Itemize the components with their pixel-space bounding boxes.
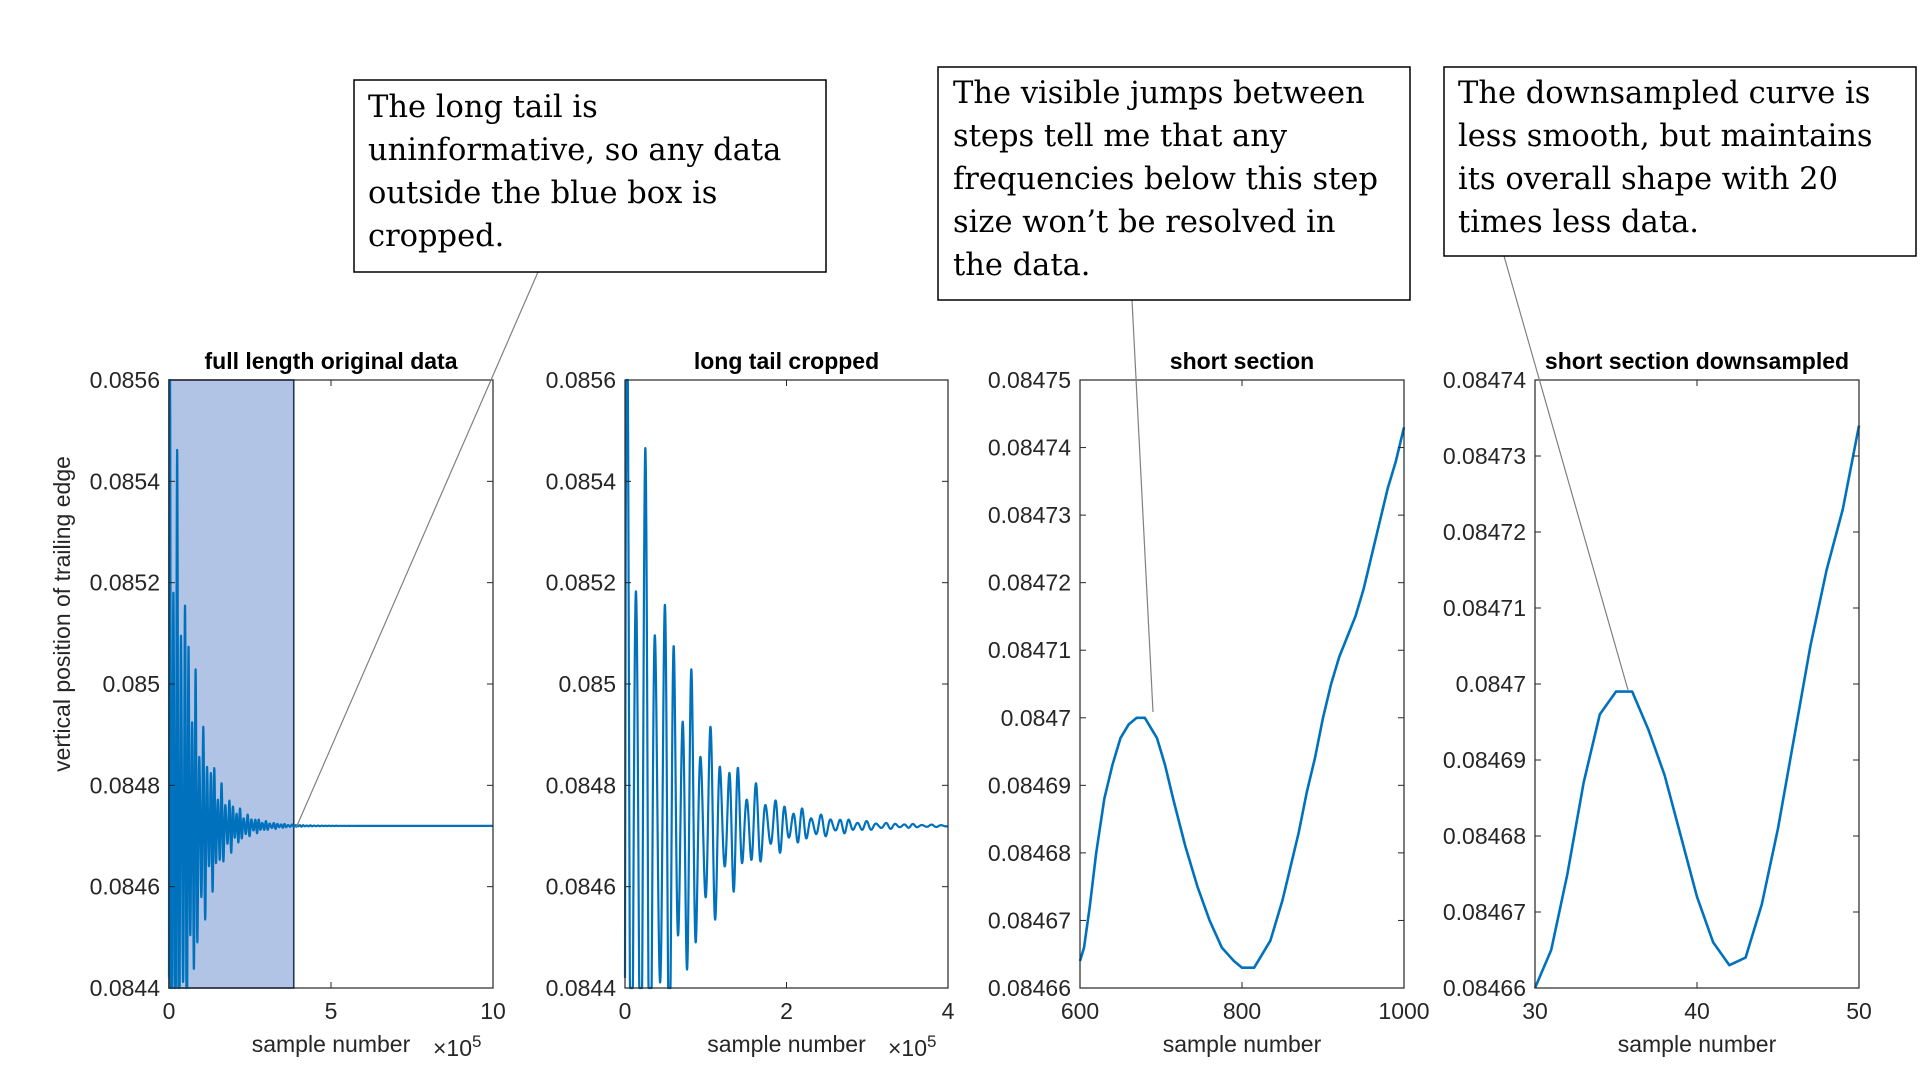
y-tick-label: 0.08474: [988, 435, 1071, 461]
x-tick-label: 800: [1223, 998, 1261, 1024]
y-tick-label: 0.08467: [1443, 899, 1526, 925]
plot-area: [1080, 380, 1404, 988]
y-tick-label: 0.085: [558, 671, 616, 697]
y-tick-label: 0.0846: [546, 874, 616, 900]
y-tick-label: 0.0854: [90, 468, 161, 494]
y-tick-label: 0.08469: [988, 772, 1071, 798]
x-tick-label: 1000: [1378, 998, 1429, 1024]
x-tick-label: 0: [163, 998, 176, 1024]
callout-line: [1131, 299, 1154, 713]
annotation-line: outside the blue box is: [368, 176, 717, 211]
annotation-box: [353, 79, 827, 273]
chart-title: short section: [1170, 348, 1314, 374]
plot-area: [1535, 380, 1859, 988]
y-axis-label: vertical position of trailing edge: [49, 456, 75, 772]
y-tick-label: 0.08472: [988, 570, 1071, 596]
annotation-long-tail: The long tail is uninformative, so any d…: [295, 79, 827, 829]
y-tick-label: 0.0847: [1001, 705, 1071, 731]
annotation-line: the data.: [953, 248, 1091, 283]
x-tick-label: 5: [325, 998, 338, 1024]
annotation-downsampled: The downsampled curve is less smooth, bu…: [1443, 66, 1917, 691]
x-tick-label: 10: [480, 998, 506, 1024]
x-tick-label: 0: [619, 998, 632, 1024]
chart-title: long tail cropped: [694, 348, 879, 374]
annotation-line: times less data.: [1458, 205, 1699, 240]
y-tick-label: 0.08467: [988, 907, 1071, 933]
x-tick-label: 30: [1522, 998, 1548, 1024]
annotation-visible-jumps: The visible jumps between steps tell me …: [937, 66, 1411, 713]
x-axis-label: sample number: [1618, 1031, 1777, 1057]
x-axis-label: sample number: [1163, 1031, 1322, 1057]
annotation-line: The downsampled curve is: [1458, 76, 1870, 111]
y-tick-label: 0.08474: [1443, 367, 1526, 393]
y-tick-label: 0.0844: [90, 975, 161, 1001]
y-tick-label: 0.08471: [988, 637, 1071, 663]
annotation-line: frequencies below this step: [953, 162, 1378, 197]
chart-panel: 0.0844 0.0846 0.0848 0.085 0.0852 0.0854 0.085…: [546, 348, 955, 1061]
y-tick-label: 0.08466: [1443, 975, 1526, 1001]
series-line: [1533, 425, 1861, 989]
annotation-line: its overall shape with 20: [1458, 162, 1838, 197]
annotation-line: The long tail is: [368, 90, 598, 125]
annotation-box: [937, 66, 1411, 301]
series-line: [623, 378, 949, 990]
annotation-box: [1443, 66, 1917, 257]
y-tick-label: 0.0847: [1456, 671, 1526, 697]
y-tick-label: 0.08472: [1443, 519, 1526, 545]
x-tick-label: 2: [780, 998, 793, 1024]
y-tick-label: 0.0852: [546, 570, 616, 596]
y-tick-label: 0.08473: [1443, 443, 1526, 469]
annotation-line: less smooth, but maintains: [1458, 119, 1873, 154]
y-tick-label: 0.0844: [546, 975, 617, 1001]
y-tick-label: 0.0848: [546, 772, 616, 798]
chart-title: short section downsampled: [1545, 348, 1849, 374]
chart-panel: 0.0844 0.0846 0.0848 0.085 0.0852 0.0854 0.085…: [49, 348, 506, 1061]
chart-title: full length original data: [205, 348, 458, 374]
y-tick-label: 0.085: [102, 671, 160, 697]
annotation-line: The visible jumps between: [953, 76, 1365, 111]
series-line: [167, 378, 494, 990]
callout-line: [295, 271, 539, 829]
annotation-line: size won’t be resolved in: [953, 205, 1336, 240]
chart-panel: 0.08466 0.08467 0.08468 0.08469 0.0847 0.0847…: [988, 348, 1430, 1057]
x-tick-label: 50: [1846, 998, 1872, 1024]
y-tick-label: 0.08468: [988, 840, 1071, 866]
y-tick-label: 0.08475: [988, 367, 1071, 393]
y-tick-label: 0.0856: [546, 367, 616, 393]
y-tick-label: 0.08473: [988, 502, 1071, 528]
x-axis-exponent: ×105: [433, 1032, 481, 1061]
y-tick-label: 0.0856: [90, 367, 160, 393]
y-tick-label: 0.08466: [988, 975, 1071, 1001]
y-tick-label: 0.08468: [1443, 823, 1526, 849]
x-axis-label: sample number: [707, 1031, 866, 1057]
x-tick-label: 600: [1061, 998, 1099, 1024]
callout-line: [1503, 255, 1629, 691]
plot-area: [169, 380, 493, 988]
y-tick-label: 0.0852: [90, 570, 160, 596]
y-tick-label: 0.08471: [1443, 595, 1526, 621]
annotation-line: steps tell me that any: [953, 119, 1288, 154]
y-tick-label: 0.0854: [546, 468, 617, 494]
x-tick-label: 4: [942, 998, 955, 1024]
series-line: [1078, 426, 1406, 970]
y-tick-label: 0.0848: [90, 772, 160, 798]
annotation-line: uninformative, so any data: [368, 133, 781, 168]
x-tick-label: 40: [1684, 998, 1710, 1024]
y-tick-label: 0.08469: [1443, 747, 1526, 773]
x-axis-label: sample number: [252, 1031, 411, 1057]
annotation-line: cropped.: [368, 219, 504, 254]
chart-panel: 0.08466 0.08467 0.08468 0.08469 0.0847 0.0847…: [1443, 348, 1872, 1057]
y-tick-label: 0.0846: [90, 874, 160, 900]
x-axis-exponent: ×105: [888, 1032, 936, 1061]
